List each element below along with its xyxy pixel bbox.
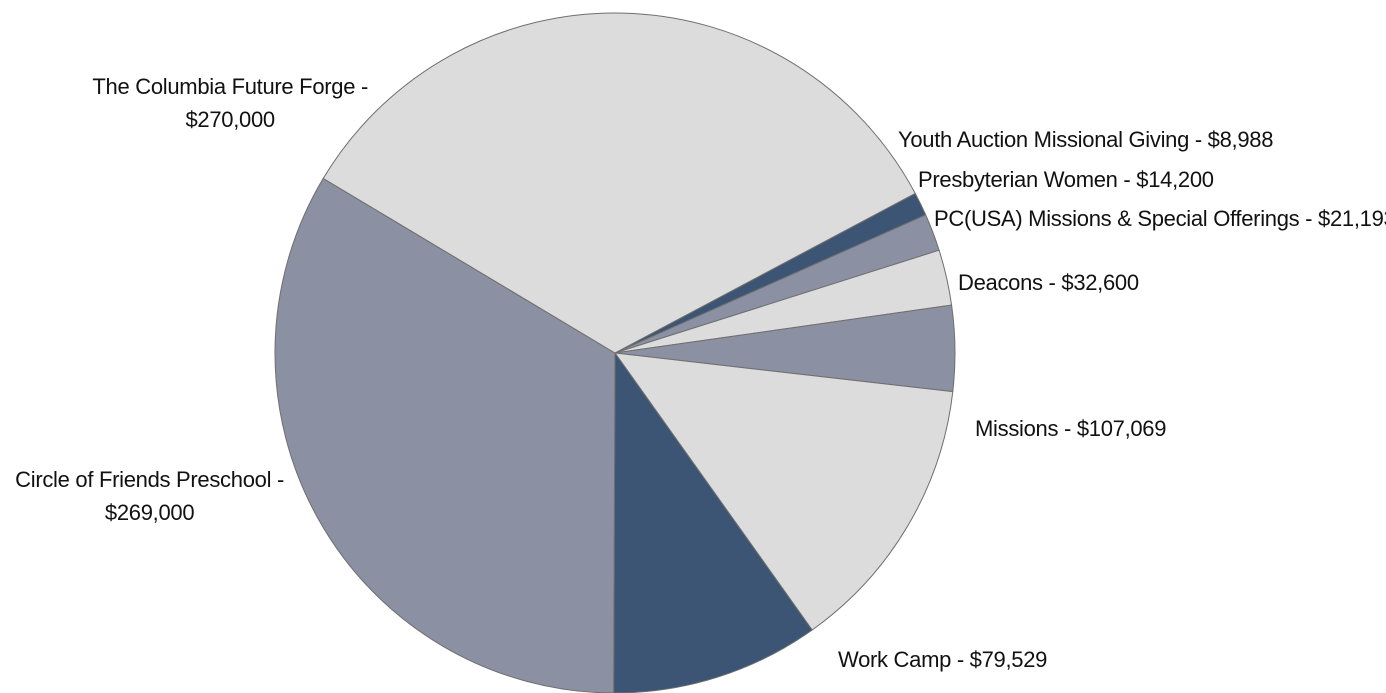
- slice-label: Youth Auction Missional Giving - $8,988: [898, 127, 1273, 152]
- pie-labels: Youth Auction Missional Giving - $8,988 P…: [15, 74, 1386, 672]
- slice-label: Presbyterian Women - $14,200: [918, 167, 1214, 192]
- pie-slices: [274, 12, 956, 693]
- slice-label: The Columbia Future Forge -: [92, 74, 368, 99]
- pie-slice-the-columbia-future-forge: [322, 12, 916, 354]
- slice-label: Circle of Friends Preschool -: [15, 467, 284, 492]
- slice-label: Missions - $107,069: [975, 416, 1166, 441]
- pie-slice-circle-of-friends-preschool: [274, 177, 616, 693]
- slice-label: PC(USA) Missions & Special Offerings - $…: [934, 206, 1386, 231]
- slice-label: Deacons - $32,600: [958, 270, 1139, 295]
- pie-slice-missions: [614, 352, 954, 631]
- slice-label: $269,000: [105, 500, 194, 525]
- slice-label: Work Camp - $79,529: [838, 647, 1047, 672]
- slice-label: $270,000: [186, 107, 275, 132]
